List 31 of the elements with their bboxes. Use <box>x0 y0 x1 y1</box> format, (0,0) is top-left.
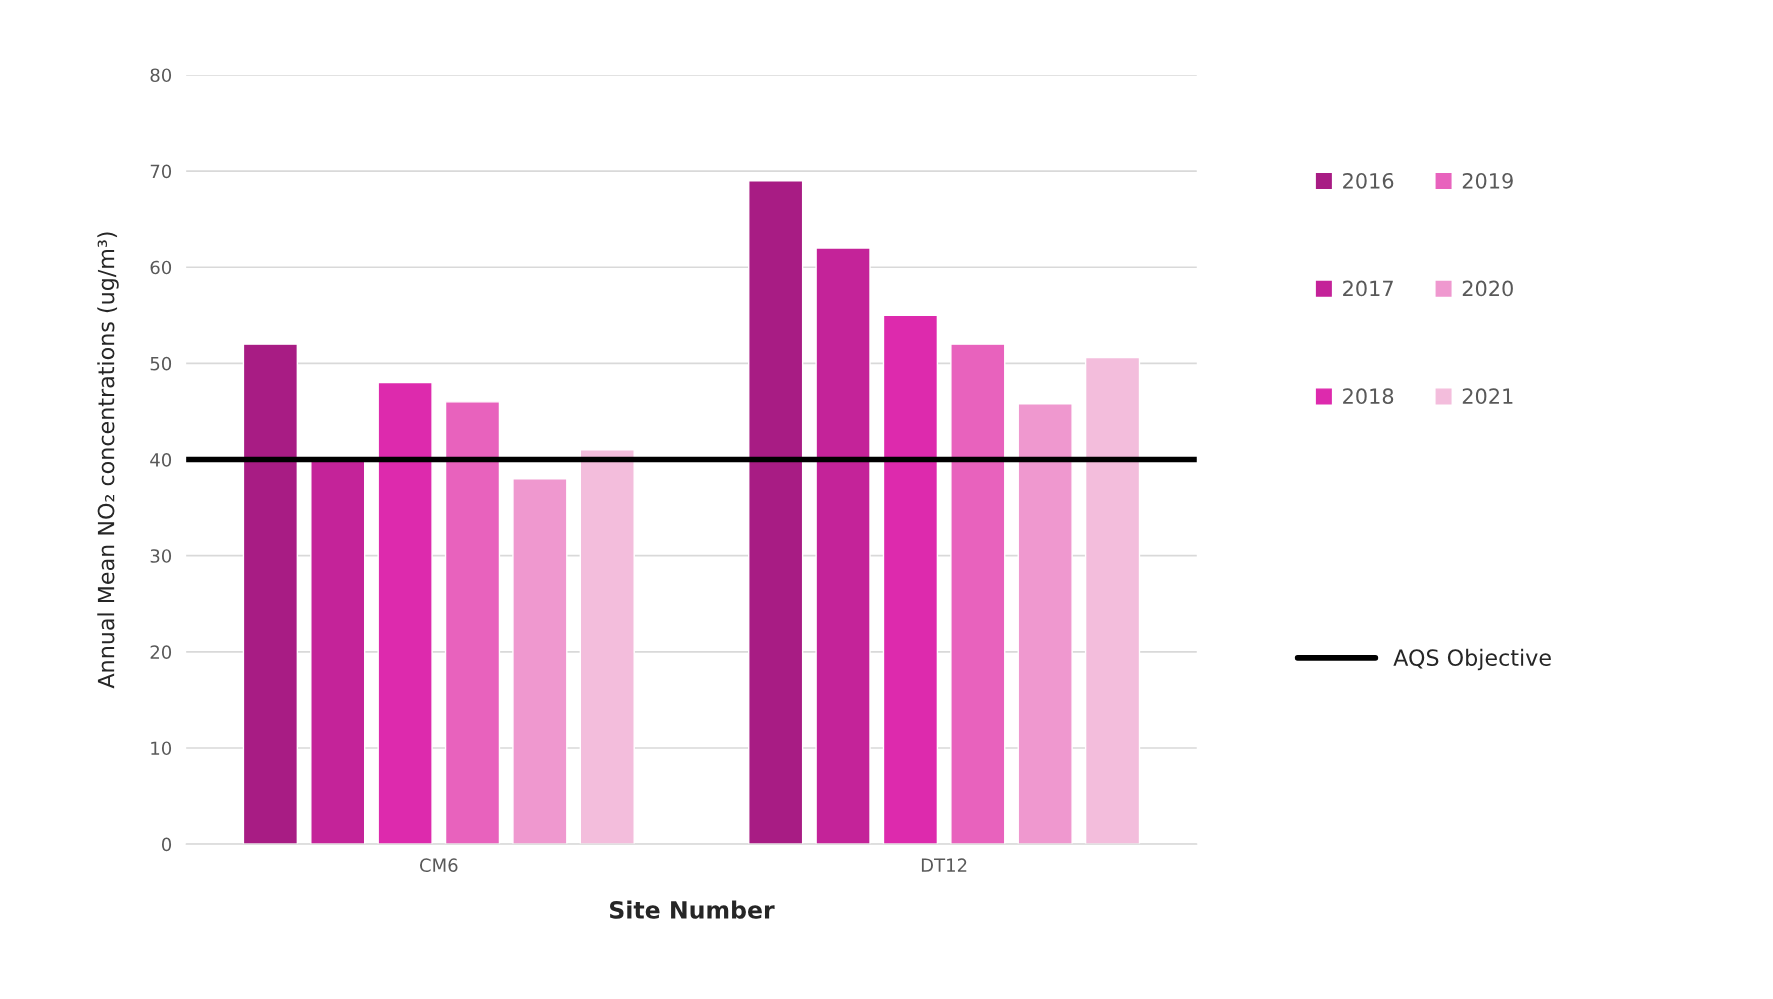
bar <box>1017 403 1073 845</box>
legend-label: 2020 <box>1462 280 1513 297</box>
bar <box>512 478 568 845</box>
bar <box>882 314 939 845</box>
x-tick-label: DT12 <box>921 858 967 872</box>
bar <box>579 449 635 845</box>
y-tick-label: 0 <box>161 837 172 852</box>
y-tick-label: 20 <box>150 645 172 659</box>
y-tick-label: 10 <box>151 741 172 756</box>
legend-label: 2017 <box>1343 280 1393 297</box>
bar <box>377 381 433 845</box>
x-axis-title: Site Number <box>609 900 775 919</box>
bar <box>815 247 871 845</box>
x-tick-label: CM6 <box>419 858 458 873</box>
bar <box>1084 356 1141 845</box>
legend-label: 2019 <box>1462 172 1513 189</box>
y-tick-label: 60 <box>150 260 172 275</box>
legend-label: 2021 <box>1462 388 1513 405</box>
legend-label: 2016 <box>1343 172 1394 189</box>
bar <box>950 343 1006 845</box>
y-tick-label: 30 <box>150 549 172 563</box>
y-tick-label: 40 <box>150 453 172 467</box>
y-axis-title: Annual Mean NO₂ concentrations (ug/m³) <box>97 232 119 689</box>
bar <box>242 343 299 845</box>
y-tick-label: 80 <box>150 68 172 83</box>
legend-label: 2018 <box>1343 388 1394 405</box>
bar <box>444 401 501 845</box>
y-tick-label: 70 <box>150 164 172 179</box>
y-tick-label: 50 <box>150 356 172 371</box>
legend-label: AQS Objective <box>1393 648 1551 671</box>
bar <box>748 179 804 845</box>
